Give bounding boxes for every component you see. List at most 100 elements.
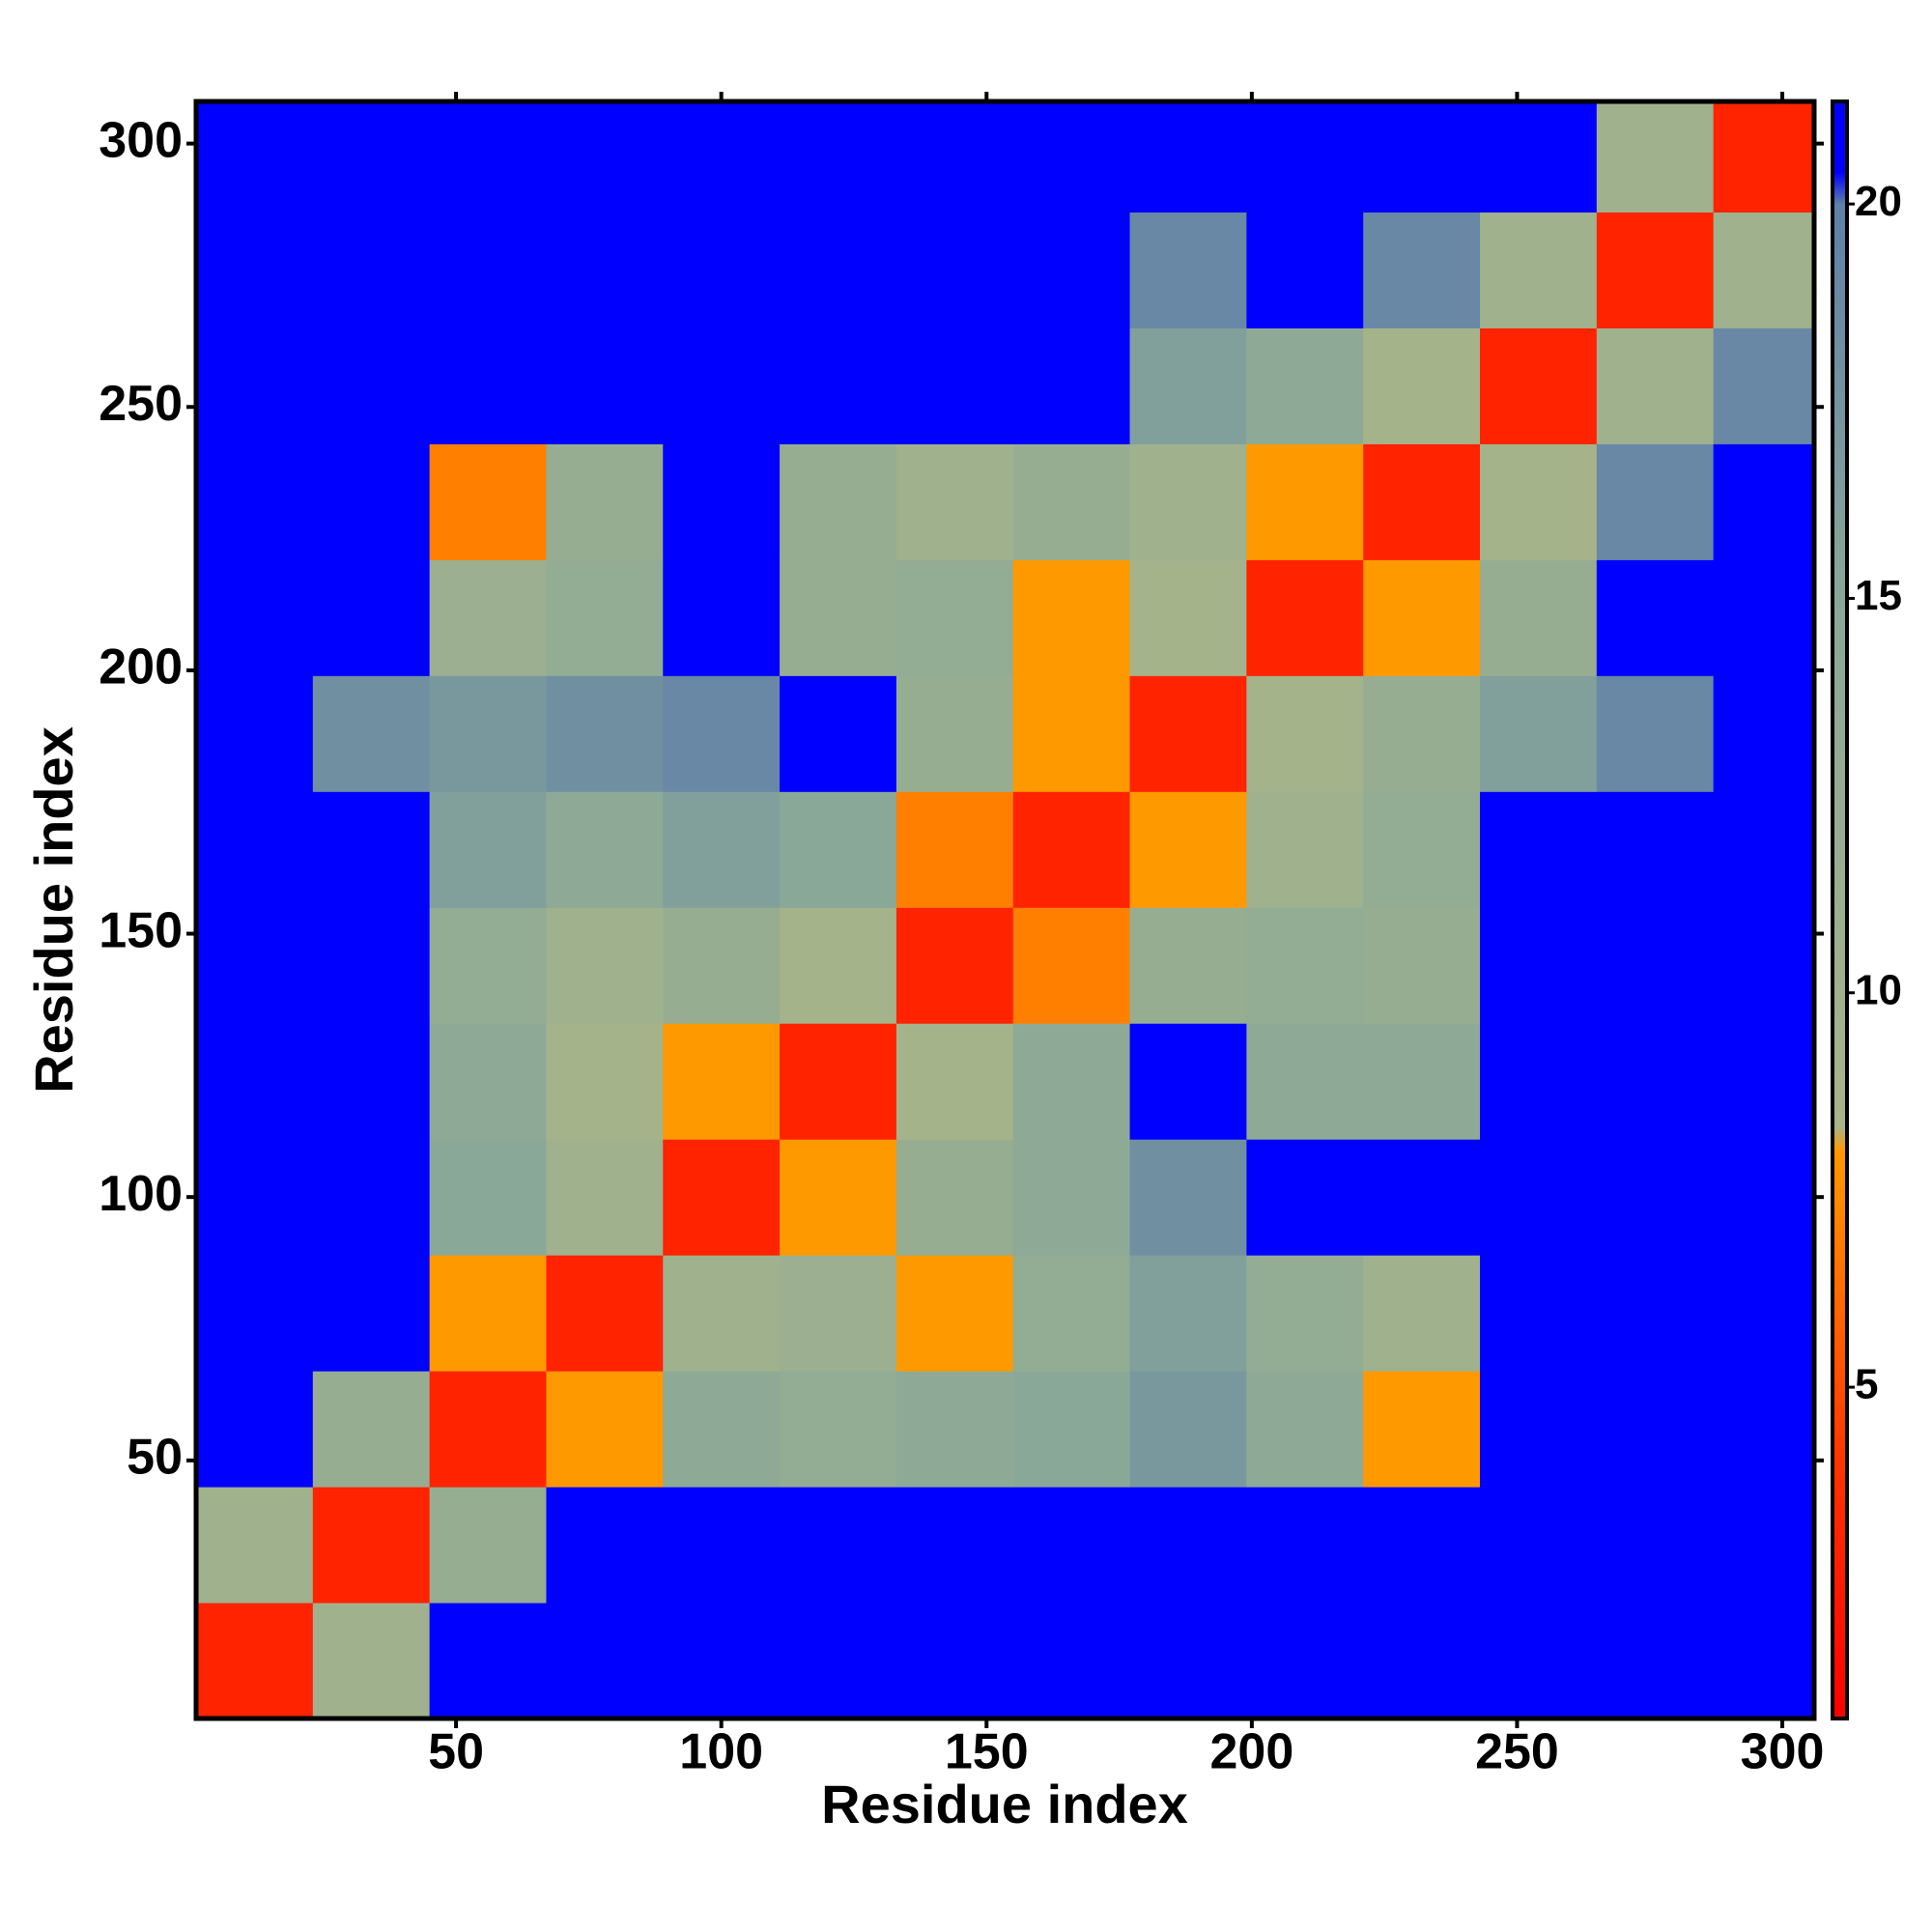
heatmap-cell — [895, 1371, 1014, 1488]
heatmap-cell — [1363, 559, 1481, 676]
heatmap-cell — [780, 1487, 897, 1604]
heatmap-cell — [1596, 1255, 1715, 1372]
heatmap-cell — [1129, 1487, 1247, 1604]
heatmap-cell — [196, 675, 314, 792]
heatmap-cell — [1596, 1139, 1715, 1256]
heatmap-cell — [663, 443, 781, 560]
heatmap-cell — [429, 443, 547, 560]
heatmap-cell — [895, 791, 1014, 908]
heatmap-cell — [196, 1603, 314, 1719]
heatmap-cell — [546, 1487, 664, 1604]
heatmap-cell — [1713, 1139, 1814, 1256]
heatmap-cell — [1713, 101, 1814, 213]
heatmap-cell — [196, 212, 314, 328]
heatmap-cell — [1363, 443, 1481, 560]
heatmap-cell — [1480, 907, 1598, 1024]
colorbar-segment — [1833, 1126, 1847, 1151]
heatmap-cell — [663, 1139, 781, 1256]
heatmap-cell — [1012, 212, 1131, 328]
heatmap-cell — [1363, 907, 1481, 1024]
heatmap-cell — [429, 1603, 547, 1719]
heatmap-cell — [196, 443, 314, 560]
heatmap-cell — [1480, 443, 1598, 560]
colorbar-segment — [1833, 598, 1847, 1128]
heatmap-cell — [1713, 1023, 1814, 1140]
heatmap-cell — [1713, 1371, 1814, 1488]
heatmap-cell — [429, 1139, 547, 1256]
heatmap-cell — [895, 1023, 1014, 1140]
heatmap-cell — [1480, 1139, 1598, 1256]
heatmap-cell — [1012, 907, 1131, 1024]
colorbar-segment — [1833, 101, 1847, 173]
heatmap-cell — [546, 791, 664, 908]
heatmap-cell — [1596, 212, 1715, 328]
heatmap-cell — [1480, 1371, 1598, 1488]
heatmap-cell — [1012, 1371, 1131, 1488]
heatmap-cell — [1596, 1487, 1715, 1604]
heatmap-cell — [546, 907, 664, 1024]
heatmap-cell — [312, 675, 431, 792]
x-tick-label: 150 — [945, 1724, 1029, 1780]
heatmap-cell — [546, 1139, 664, 1256]
colorbar-tick-label: 15 — [1855, 572, 1902, 619]
heatmap-cell — [1246, 1603, 1364, 1719]
heatmap-cell — [1596, 1023, 1715, 1140]
heatmap-cell — [312, 327, 431, 444]
heatmap-cell — [780, 212, 897, 328]
heatmap-cell — [1480, 327, 1598, 444]
heatmap-cell — [1129, 212, 1247, 328]
colorbar-segment — [1833, 1465, 1847, 1719]
heatmap-cell — [1246, 675, 1364, 792]
colorbar-segment — [1833, 172, 1847, 205]
heatmap-cell — [1480, 101, 1598, 213]
heatmap-cell — [895, 1603, 1014, 1719]
heatmap-cell — [1129, 101, 1247, 213]
heatmap-cell — [780, 1255, 897, 1372]
heatmap-cell — [429, 791, 547, 908]
heatmap-cell — [1129, 675, 1247, 792]
heatmap-cell — [1246, 559, 1364, 676]
heatmap-cell — [663, 791, 781, 908]
heatmap-cell — [546, 675, 664, 792]
heatmap-cell — [1480, 1603, 1598, 1719]
heatmap-cell — [1363, 327, 1481, 444]
heatmap-cell — [429, 1371, 547, 1488]
heatmap-cell — [1129, 559, 1247, 676]
heatmap-cell — [663, 1603, 781, 1719]
heatmap-cell — [1480, 675, 1598, 792]
heatmap-cell — [1713, 1487, 1814, 1604]
heatmap-cell — [429, 327, 547, 444]
heatmap-cell — [663, 675, 781, 792]
heatmap-cell — [663, 1255, 781, 1372]
heatmap-cell — [312, 1487, 431, 1604]
heatmap-cell — [1596, 1371, 1715, 1488]
heatmap-cell — [895, 559, 1014, 676]
heatmap-cell — [1713, 1255, 1814, 1372]
heatmap-cell — [1480, 1255, 1598, 1372]
heatmap-cell — [895, 1139, 1014, 1256]
heatmap-cell — [1713, 327, 1814, 444]
heatmap-cell — [1363, 1255, 1481, 1372]
heatmap-cell — [312, 1255, 431, 1372]
heatmap-cell — [546, 1603, 664, 1719]
heatmap-cell — [429, 101, 547, 213]
heatmap-cell — [1596, 443, 1715, 560]
heatmap-cell — [429, 675, 547, 792]
heatmap-cell — [663, 1371, 781, 1488]
heatmap-cell — [1246, 791, 1364, 908]
colorbar-segment — [1833, 1151, 1847, 1467]
heatmap-cell — [1713, 212, 1814, 328]
y-tick-label: 200 — [99, 639, 183, 696]
heatmap-cell — [1363, 1371, 1481, 1488]
heatmap-cell — [1363, 1487, 1481, 1604]
heatmap-cell — [1129, 1023, 1247, 1140]
heatmap-cell — [895, 1487, 1014, 1604]
heatmap-cell — [312, 907, 431, 1024]
heatmap-cell — [1363, 1023, 1481, 1140]
y-axis-label: Residue index — [23, 726, 84, 1094]
heatmap-cell — [1246, 443, 1364, 560]
heatmap-cell — [196, 101, 314, 213]
heatmap-cell — [1012, 443, 1131, 560]
heatmap-cell — [1480, 1487, 1598, 1604]
x-axis-label: Residue index — [821, 1774, 1188, 1834]
